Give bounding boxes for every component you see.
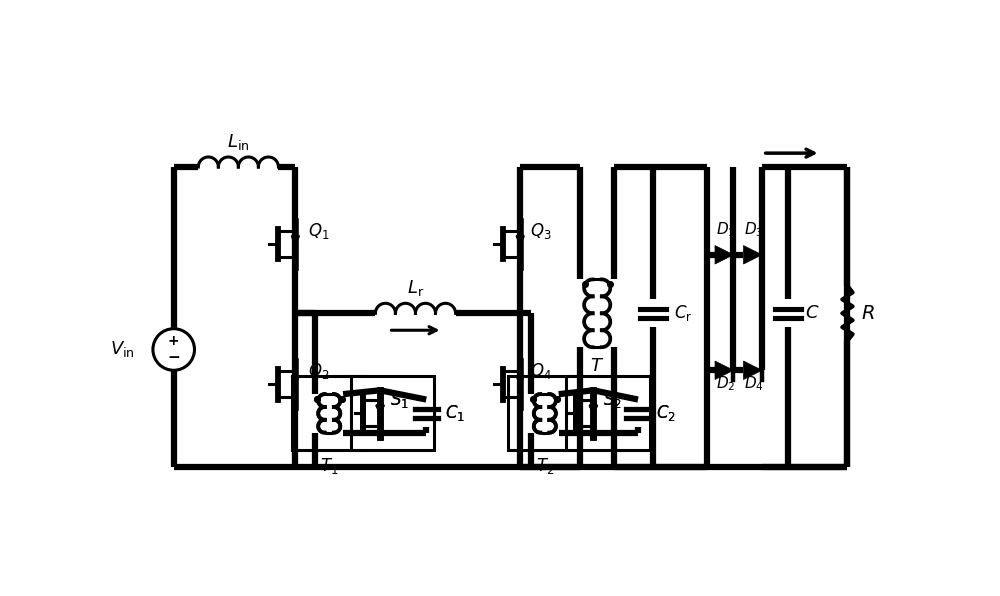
- Text: +: +: [168, 334, 180, 348]
- Text: $C_2$: $C_2$: [656, 403, 676, 423]
- Bar: [508, 377, 582, 451]
- Text: $T$: $T$: [590, 357, 604, 375]
- Text: $R$: $R$: [861, 304, 875, 323]
- Text: −: −: [167, 350, 180, 365]
- Text: $Q_1$: $Q_1$: [308, 221, 330, 241]
- Text: $L_{\mathrm{r}}$: $L_{\mathrm{r}}$: [407, 278, 424, 298]
- Text: $C_1$: $C_1$: [445, 403, 465, 423]
- Polygon shape: [715, 361, 733, 380]
- Text: $D_4$: $D_4$: [744, 375, 764, 393]
- Polygon shape: [743, 246, 762, 264]
- Text: $Q_2$: $Q_2$: [308, 361, 330, 381]
- Text: $V_{\mathrm{in}}$: $V_{\mathrm{in}}$: [110, 340, 135, 359]
- Text: $S_1$: $S_1$: [390, 390, 409, 410]
- Text: $Q_4$: $Q_4$: [530, 361, 552, 381]
- Text: $C_{\mathrm{r}}$: $C_{\mathrm{r}}$: [674, 303, 693, 323]
- Bar: [566, 377, 650, 451]
- Text: $Q_3$: $Q_3$: [530, 221, 552, 241]
- Text: $S_2$: $S_2$: [603, 390, 622, 410]
- Text: $D_3$: $D_3$: [744, 221, 764, 240]
- Text: $C_1$: $C_1$: [445, 403, 465, 423]
- Bar: [351, 377, 434, 451]
- Text: $C_2$: $C_2$: [656, 403, 676, 423]
- Text: $D_2$: $D_2$: [716, 375, 735, 393]
- Text: $D_1$: $D_1$: [716, 221, 736, 240]
- Text: $S_1$: $S_1$: [390, 390, 409, 410]
- Text: $T_2$: $T_2$: [536, 456, 554, 476]
- Text: $C$: $C$: [805, 305, 820, 322]
- Text: $S_2$: $S_2$: [603, 390, 622, 410]
- Text: $T_1$: $T_1$: [320, 456, 339, 476]
- Bar: [292, 377, 366, 451]
- Polygon shape: [715, 246, 733, 264]
- Text: $L_{\mathrm{in}}$: $L_{\mathrm{in}}$: [227, 132, 250, 151]
- Polygon shape: [743, 361, 762, 380]
